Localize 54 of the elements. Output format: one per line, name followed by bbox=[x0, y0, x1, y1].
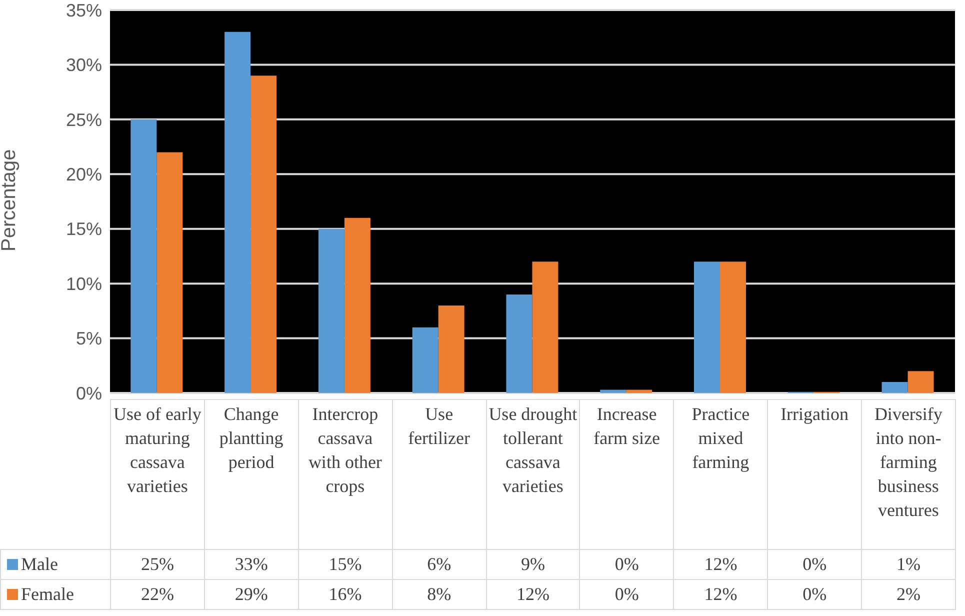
data-label: 6% bbox=[392, 550, 486, 580]
data-label: 25% bbox=[110, 550, 204, 580]
y-axis-title: Percentage bbox=[0, 149, 20, 252]
bar bbox=[130, 119, 157, 393]
bar bbox=[224, 32, 251, 393]
data-label: 12% bbox=[486, 580, 580, 610]
bar bbox=[882, 382, 908, 393]
data-label: 33% bbox=[204, 550, 298, 580]
y-tick-label: 0% bbox=[76, 383, 102, 404]
x-tick-label: Irrigation bbox=[768, 400, 862, 550]
data-label: 9% bbox=[486, 550, 580, 580]
y-tick-label: 10% bbox=[66, 274, 102, 294]
x-tick-label: Use fertilizer bbox=[392, 400, 486, 550]
data-label: 0% bbox=[580, 580, 674, 610]
bar bbox=[600, 390, 626, 393]
y-tick-label: 20% bbox=[66, 164, 102, 185]
data-label: 0% bbox=[580, 550, 674, 580]
bar bbox=[156, 152, 183, 393]
legend-label: Female bbox=[0, 580, 110, 610]
bar bbox=[438, 305, 464, 393]
data-label: 12% bbox=[674, 580, 768, 610]
x-tick-label: Increase farm size bbox=[580, 400, 674, 550]
bar bbox=[412, 327, 438, 393]
y-tick-label: 5% bbox=[76, 328, 102, 349]
legend-label: Male bbox=[0, 550, 110, 580]
bar bbox=[694, 262, 720, 393]
y-tick-label: 25% bbox=[66, 110, 102, 130]
y-tick-label: 30% bbox=[66, 55, 102, 76]
data-label: 22% bbox=[110, 580, 204, 610]
bar bbox=[250, 76, 277, 393]
data-label: 2% bbox=[862, 580, 956, 610]
data-label: 12% bbox=[674, 550, 768, 580]
data-label: 16% bbox=[298, 580, 392, 610]
bar bbox=[506, 294, 532, 393]
data-label: 0% bbox=[768, 580, 862, 610]
x-tick-label: Use of early maturing cassava varieties bbox=[110, 400, 204, 550]
data-label: 15% bbox=[298, 550, 392, 580]
bar bbox=[532, 262, 558, 393]
y-tick-label: 35% bbox=[66, 0, 102, 20]
data-label: 29% bbox=[204, 580, 298, 610]
x-tick-label: Use drought tollerant cassava varieties bbox=[486, 400, 580, 550]
bar bbox=[626, 390, 652, 393]
data-label: 8% bbox=[392, 580, 486, 610]
bar bbox=[344, 218, 370, 393]
y-tick-label: 15% bbox=[66, 219, 102, 240]
x-tick-label: Diversify into non-farming business ventures bbox=[862, 400, 956, 550]
bar bbox=[908, 371, 934, 393]
data-label: 0% bbox=[768, 550, 862, 580]
x-tick-label: Intercrop cassava with other crops bbox=[298, 400, 392, 550]
bar bbox=[720, 262, 746, 393]
data-label: 1% bbox=[862, 550, 956, 580]
bar bbox=[318, 228, 344, 393]
x-tick-label: Practice mixed farming bbox=[674, 400, 768, 550]
x-tick-label: Change plantting period bbox=[204, 400, 298, 550]
